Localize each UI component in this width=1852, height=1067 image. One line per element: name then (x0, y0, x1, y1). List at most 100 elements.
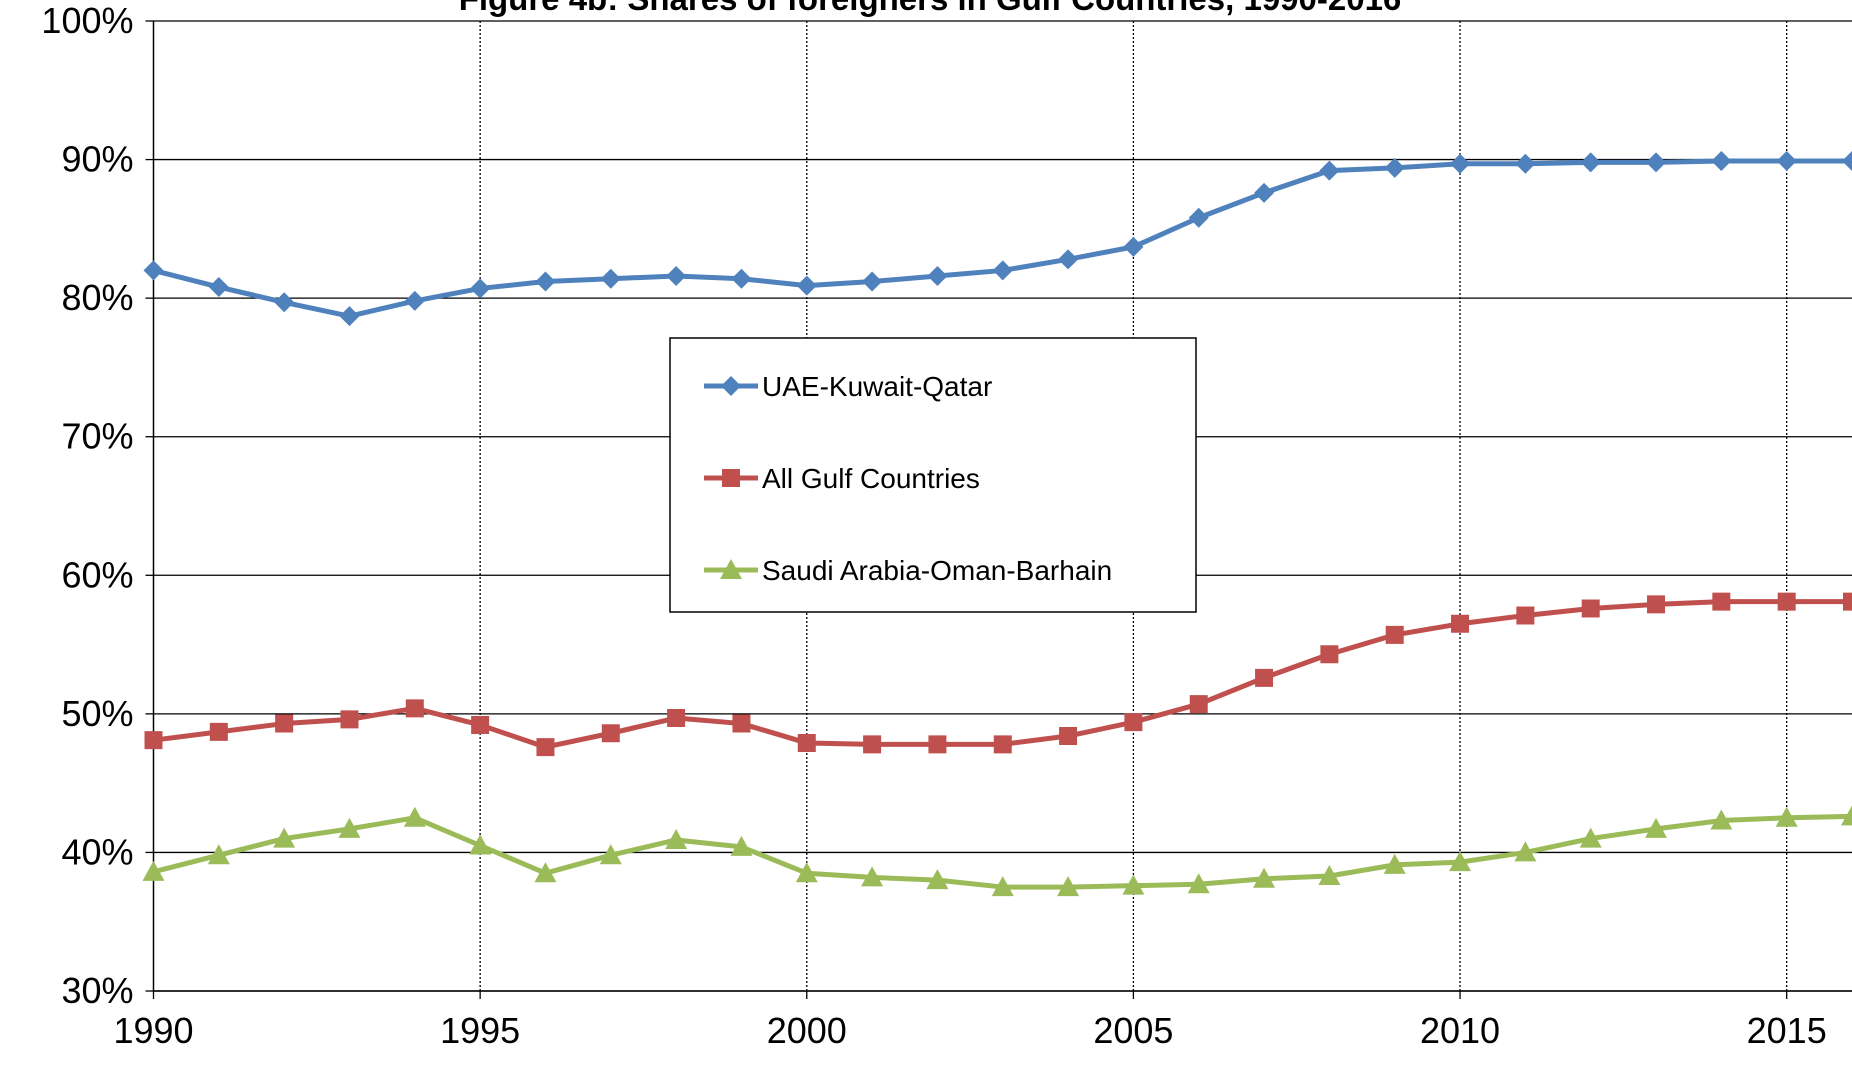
x-tick-label: 2005 (1093, 1010, 1173, 1051)
chart-title: Figure 4b: Shares of foreigners in Gulf … (459, 0, 1402, 17)
marker (1384, 157, 1405, 178)
marker (1189, 695, 1208, 714)
marker (274, 292, 295, 313)
marker (1449, 851, 1472, 872)
x-tick-label: 1990 (113, 1010, 193, 1051)
marker (338, 817, 361, 838)
marker (1775, 806, 1798, 827)
marker (1385, 625, 1404, 644)
marker (667, 709, 686, 728)
x-tick-label: 1995 (440, 1010, 520, 1051)
marker (1451, 614, 1470, 633)
legend-label: Saudi Arabia-Oman-Barhain (762, 555, 1112, 586)
x-tick-label: 2000 (767, 1010, 847, 1051)
marker (991, 876, 1014, 897)
marker (992, 260, 1013, 281)
marker (721, 376, 741, 396)
y-tick-label: 100% (41, 0, 133, 41)
marker (1318, 864, 1341, 885)
marker (1450, 153, 1471, 174)
marker (144, 731, 163, 750)
marker (1383, 853, 1406, 874)
marker (1515, 153, 1536, 174)
marker (1253, 867, 1276, 888)
marker (665, 828, 688, 849)
y-tick-label: 90% (61, 139, 133, 180)
marker (1580, 152, 1601, 173)
marker (535, 271, 556, 292)
marker (207, 844, 230, 865)
marker (534, 862, 557, 883)
marker (1514, 841, 1537, 862)
marker (928, 735, 947, 754)
marker (403, 806, 426, 827)
marker (720, 559, 742, 579)
marker (601, 724, 620, 743)
marker (993, 735, 1012, 754)
marker (1647, 595, 1666, 614)
marker (926, 869, 949, 890)
marker (405, 699, 424, 718)
marker (1841, 805, 1852, 826)
marker (1319, 160, 1340, 181)
y-tick-label: 40% (61, 831, 133, 872)
marker (1711, 150, 1732, 171)
marker (208, 277, 229, 298)
x-tick-label: 2010 (1420, 1010, 1500, 1051)
marker (536, 738, 555, 757)
marker (1187, 873, 1210, 894)
marker (600, 268, 621, 289)
y-tick-label: 80% (61, 277, 133, 318)
marker (471, 715, 490, 734)
marker (1123, 236, 1144, 257)
y-tick-label: 50% (61, 693, 133, 734)
marker (732, 714, 751, 733)
marker (1122, 874, 1145, 895)
marker (273, 827, 296, 848)
marker (404, 290, 425, 311)
marker (143, 260, 164, 281)
marker (863, 735, 882, 754)
marker (666, 265, 687, 286)
marker (1124, 713, 1143, 732)
x-tick-label: 2015 (1747, 1010, 1827, 1051)
marker (209, 722, 228, 741)
marker (1842, 150, 1852, 171)
marker (722, 469, 740, 487)
marker (1579, 827, 1602, 848)
marker (470, 278, 491, 299)
marker (927, 265, 948, 286)
marker (1059, 727, 1078, 746)
marker (1581, 599, 1600, 618)
marker (861, 866, 884, 887)
marker (339, 306, 360, 327)
marker (469, 834, 492, 855)
marker (340, 710, 359, 729)
y-tick-label: 70% (61, 416, 133, 457)
marker (795, 862, 818, 883)
marker (1320, 645, 1339, 664)
marker (1710, 809, 1733, 830)
marker (1843, 592, 1852, 611)
marker (1646, 152, 1667, 173)
marker (1645, 817, 1668, 838)
marker (1516, 606, 1535, 625)
marker (1188, 207, 1209, 228)
y-tick-label: 30% (61, 970, 133, 1011)
marker (862, 271, 883, 292)
legend-label: All Gulf Countries (762, 463, 980, 494)
marker (1776, 150, 1797, 171)
legend-label: UAE-Kuwait-Qatar (762, 371, 992, 402)
marker (1712, 592, 1731, 611)
marker (1255, 668, 1274, 687)
marker (730, 835, 753, 856)
marker (797, 733, 816, 752)
marker (599, 844, 622, 865)
marker (1057, 876, 1080, 897)
marker (731, 268, 752, 289)
marker (1777, 592, 1796, 611)
marker (1058, 249, 1079, 270)
series-line (152, 158, 1852, 319)
